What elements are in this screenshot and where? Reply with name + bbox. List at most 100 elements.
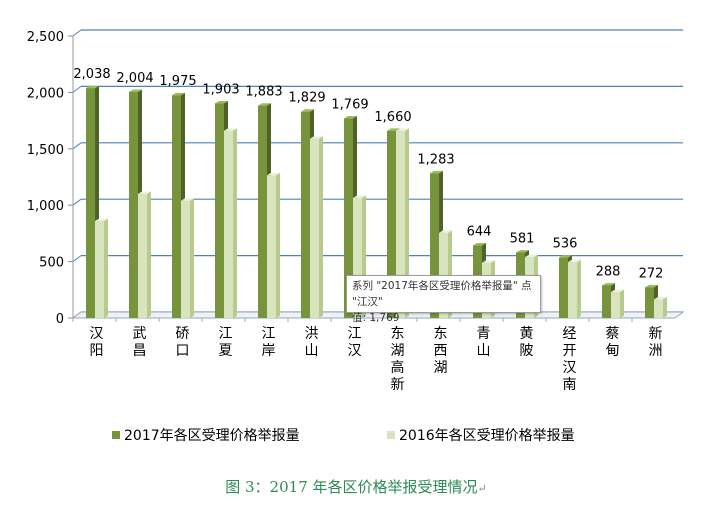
category-char: 硚 [176, 326, 190, 342]
bar-top [396, 128, 409, 131]
bar-top [172, 92, 185, 96]
bar-front [654, 299, 663, 318]
category-char: 口 [176, 343, 190, 359]
gridline-depth [72, 142, 82, 150]
y-tick-label: 2,000 [27, 86, 64, 101]
category-label: 江汉 [348, 326, 362, 359]
bar-top [473, 242, 486, 246]
category-char: 东 [434, 326, 448, 342]
category-char: 湖 [434, 360, 448, 376]
category-char: 山 [477, 343, 491, 359]
category-char: 南 [563, 377, 577, 393]
bar-top [559, 255, 572, 258]
category-char: 汉 [563, 360, 577, 376]
bar-top [439, 230, 452, 233]
category-label: 新洲 [649, 326, 663, 359]
category-char: 江 [262, 326, 276, 342]
category-char: 湖 [391, 343, 405, 359]
category-label: 洪山 [305, 326, 319, 359]
bar-front [301, 111, 310, 318]
bar-top [602, 283, 615, 286]
bar-front [559, 257, 568, 318]
data-label: 644 [467, 224, 492, 239]
y-tick-label: 500 [39, 256, 64, 271]
category-char: 洲 [649, 343, 663, 359]
category-char: 新 [649, 326, 663, 342]
data-label: 272 [639, 266, 664, 281]
tooltip: 系列 "2017年各区受理价格举报量" 点 "江汉" 值: 1,769 [346, 275, 541, 324]
bar-top [482, 260, 495, 263]
category-char: 夏 [219, 343, 233, 359]
bar-front [353, 197, 362, 318]
bar [224, 128, 237, 318]
data-label: 1,769 [331, 97, 368, 112]
bar-top [430, 170, 443, 174]
bar-front [602, 285, 611, 318]
bar-front [258, 105, 267, 319]
category-char: 陂 [520, 343, 534, 359]
gridline-depth [72, 255, 82, 263]
bar-top [516, 250, 529, 253]
bar-side [319, 136, 323, 318]
gridline-depth [72, 29, 82, 37]
y-axis: 0 500 1,000 1,500 2,000 2,500 [27, 30, 633, 327]
category-char: 甸 [606, 343, 620, 359]
category-char: 洪 [305, 326, 319, 342]
bar-side [104, 218, 108, 318]
bar-front [267, 175, 276, 318]
legend-label: 2016年各区受理价格举报量 [399, 428, 575, 444]
y-tick-label: 1,000 [27, 199, 64, 214]
data-label: 1,903 [202, 82, 239, 97]
bar-top [181, 198, 194, 201]
bar-top [525, 254, 538, 258]
bar-front [310, 138, 319, 318]
gridline-depth [72, 86, 82, 93]
category-label: 东西湖 [434, 326, 448, 376]
data-label: 581 [510, 231, 535, 246]
legend-label: 2017年各区受理价格举报量 [124, 428, 300, 444]
bar-front [172, 95, 181, 318]
category-char: 汉 [90, 326, 104, 342]
category-label: 青山 [477, 326, 491, 359]
data-label: 1,660 [374, 110, 411, 125]
data-label: 1,883 [245, 85, 282, 100]
bar [396, 128, 409, 318]
caption-text: 图 3：2017 年各区价格举报受理情况 [225, 478, 478, 496]
bar-top [95, 218, 108, 221]
bar-top [267, 172, 280, 176]
data-label: 1,975 [159, 74, 196, 89]
data-label: 2,004 [116, 71, 153, 86]
category-label: 江夏 [219, 326, 233, 359]
bar-top [129, 89, 142, 92]
bar-top [387, 128, 400, 131]
bar [138, 191, 151, 318]
category-char: 东 [391, 326, 405, 342]
category-label: 汉阳 [90, 326, 104, 359]
y-tick-label: 2,500 [27, 30, 64, 45]
bar-side [233, 128, 237, 318]
data-label: 1,829 [288, 91, 325, 106]
category-char: 青 [477, 326, 491, 342]
bar-front [645, 287, 654, 318]
paragraph-mark-icon: ↵ [477, 482, 487, 495]
category-char: 岸 [262, 343, 276, 359]
bar-front [611, 292, 620, 318]
category-char: 开 [563, 343, 577, 359]
bar-top [654, 296, 667, 300]
bar [611, 289, 624, 318]
category-char: 山 [305, 343, 319, 359]
category-label: 东湖高新 [391, 326, 405, 393]
category-char: 新 [391, 377, 405, 393]
bar-side [190, 198, 194, 318]
data-label: 536 [553, 237, 578, 252]
bar-top [645, 284, 658, 288]
bar-top [611, 289, 624, 293]
bar [568, 259, 581, 318]
legend-swatch [112, 431, 120, 439]
category-label: 武昌 [133, 326, 147, 359]
bar-front [181, 200, 190, 318]
data-label: 288 [596, 265, 621, 280]
bar-top [215, 100, 228, 104]
bar-front [95, 220, 104, 318]
